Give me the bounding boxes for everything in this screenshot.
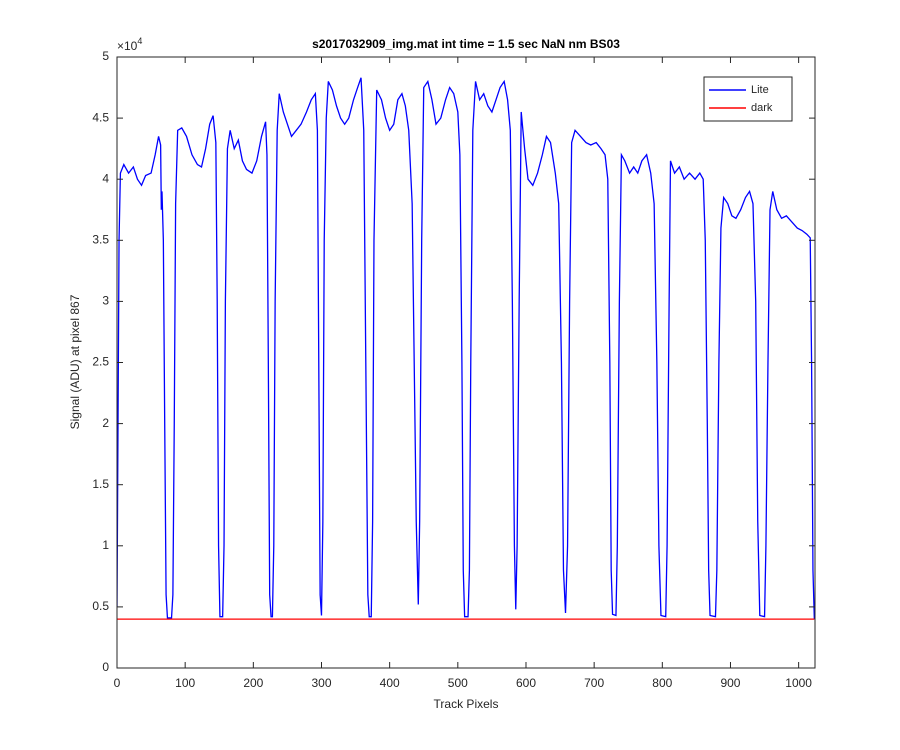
x-tick-label: 200 bbox=[243, 676, 263, 690]
x-tick-label: 900 bbox=[720, 676, 740, 690]
x-tick-label: 400 bbox=[380, 676, 400, 690]
x-tick-label: 700 bbox=[584, 676, 604, 690]
x-tick-label: 800 bbox=[652, 676, 672, 690]
chart-title: s2017032909_img.mat int time = 1.5 sec N… bbox=[312, 37, 620, 51]
x-tick-label: 300 bbox=[311, 676, 331, 690]
x-tick-label: 600 bbox=[516, 676, 536, 690]
y-exponent: ×104 bbox=[117, 36, 142, 53]
y-tick-label: 5 bbox=[102, 49, 109, 63]
y-tick-label: 2 bbox=[102, 416, 109, 430]
x-tick-label: 0 bbox=[114, 676, 121, 690]
y-tick-label: 3.5 bbox=[92, 232, 109, 246]
legend-label: Lite bbox=[751, 84, 769, 96]
y-exponent-power: 4 bbox=[137, 36, 142, 46]
x-tick-label: 1000 bbox=[785, 676, 812, 690]
legend-label: dark bbox=[751, 102, 773, 114]
data-line bbox=[117, 77, 815, 620]
y-axis-label: Signal (ADU) at pixel 867 bbox=[68, 294, 82, 429]
x-tick-label: 100 bbox=[175, 676, 195, 690]
y-exponent-base: ×10 bbox=[117, 39, 138, 53]
y-tick-label: 3 bbox=[102, 294, 109, 308]
x-axis-label: Track Pixels bbox=[434, 697, 499, 711]
plot-area bbox=[117, 57, 815, 668]
y-tick-label: 1.5 bbox=[92, 477, 109, 491]
y-tick-label: 4 bbox=[102, 171, 109, 185]
legend-box bbox=[703, 76, 793, 122]
y-tick-label: 0.5 bbox=[92, 599, 109, 613]
y-tick-label: 1 bbox=[102, 538, 109, 552]
x-tick-label: 500 bbox=[448, 676, 468, 690]
y-tick-label: 2.5 bbox=[92, 355, 109, 369]
y-tick-label: 0 bbox=[102, 660, 109, 674]
y-tick-label: 4.5 bbox=[92, 110, 109, 124]
